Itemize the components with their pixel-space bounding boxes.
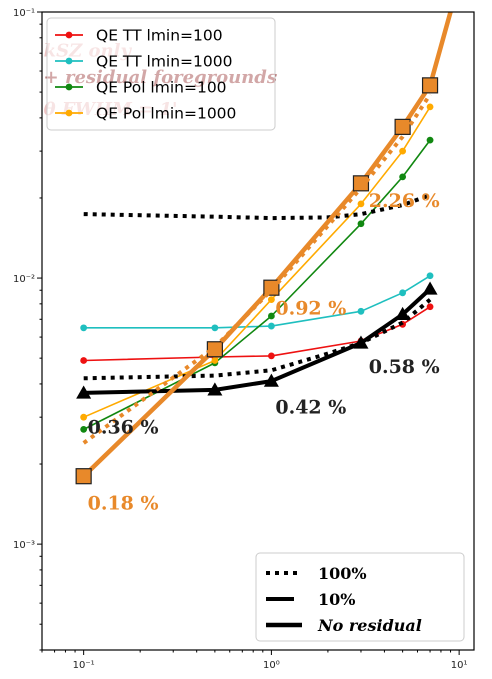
series-point <box>426 303 434 311</box>
series-point <box>426 103 434 111</box>
series-point <box>399 147 407 155</box>
triangle-marker <box>395 306 411 321</box>
legend-label: QE Pol lmin=1000 <box>96 105 236 123</box>
series-line <box>83 275 431 329</box>
square-marker <box>421 77 439 94</box>
triangle-marker <box>353 335 369 349</box>
series-point <box>80 425 88 433</box>
percentage-annotation: 0.42 % <box>275 396 346 418</box>
legend-layer: QE TT lmin=100 QE TT lmin=1000 QE Pol lmin… <box>46 17 465 642</box>
series-point <box>426 272 434 280</box>
triangle-marker <box>207 382 223 396</box>
series-point <box>267 312 275 320</box>
series-point <box>426 136 434 144</box>
percentage-annotation: 0.92 % <box>275 297 346 319</box>
triangle-marker <box>263 373 279 387</box>
series-legend-box <box>46 17 276 131</box>
y-tick-label: 10⁻³ <box>13 540 35 551</box>
series-line <box>83 193 431 221</box>
series-point <box>211 324 219 332</box>
legend-style-label: No residual <box>317 616 422 635</box>
series-point <box>267 296 275 303</box>
series-point <box>80 413 88 421</box>
series-line <box>82 93 432 445</box>
x-tick-label: 10⁻¹ <box>73 660 95 671</box>
y-tick-label: 10⁻¹ <box>13 8 35 19</box>
x-tick-label: 10¹ <box>451 660 468 671</box>
series-point <box>399 173 407 181</box>
style-legend: 100% 10% No residual <box>255 552 465 642</box>
legend-swatch-dot <box>65 31 73 39</box>
series-point <box>267 352 275 360</box>
style-legend-box <box>255 552 465 642</box>
axes-layer: 10⁻¹ 10⁰ 10¹ 10⁻³ 10⁻² 10⁻¹ <box>13 8 475 671</box>
series-point <box>357 200 365 208</box>
percentage-annotation: 2.26 % <box>369 190 440 212</box>
square-marker <box>206 341 223 358</box>
triangle-marker <box>76 385 92 399</box>
legend-swatch-dot <box>65 83 73 91</box>
series-point <box>80 324 88 332</box>
percentage-annotation: 0.58 % <box>369 356 440 378</box>
legend-label: QE Pol lmin=100 <box>96 79 227 97</box>
annotation-layer: 0.18 % 0.36 % 0.42 % 0.58 % 0.92 % 2.26 % <box>88 190 440 514</box>
series-point <box>357 307 365 315</box>
legend-swatch-dot <box>65 57 73 65</box>
series-point <box>399 289 407 297</box>
series-legend: QE TT lmin=100 QE TT lmin=1000 QE Pol lmin… <box>46 17 276 131</box>
series-line <box>83 298 432 381</box>
percentage-annotation: 0.36 % <box>88 417 159 439</box>
series-layer <box>75 12 453 485</box>
series-line <box>83 306 431 362</box>
series-line <box>81 287 433 395</box>
series-point <box>357 220 365 228</box>
x-tick-label: 10⁰ <box>263 660 280 671</box>
y-tick-label: 10⁻² <box>13 274 35 285</box>
legend-style-label: 10% <box>318 590 355 609</box>
square-marker <box>352 175 370 192</box>
triangle-marker <box>422 281 438 295</box>
legend-style-label: 100% <box>318 564 367 583</box>
series-line <box>83 139 431 431</box>
legend-label: QE TT lmin=1000 <box>96 53 232 71</box>
percentage-annotation: 0.18 % <box>88 492 159 514</box>
legend-label: QE TT lmin=100 <box>96 27 223 45</box>
series-point <box>80 357 88 364</box>
plot-frame <box>41 11 475 651</box>
square-marker <box>75 468 92 485</box>
legend-swatch-dot <box>65 109 73 117</box>
series-point <box>267 322 275 330</box>
series-point <box>211 357 219 364</box>
